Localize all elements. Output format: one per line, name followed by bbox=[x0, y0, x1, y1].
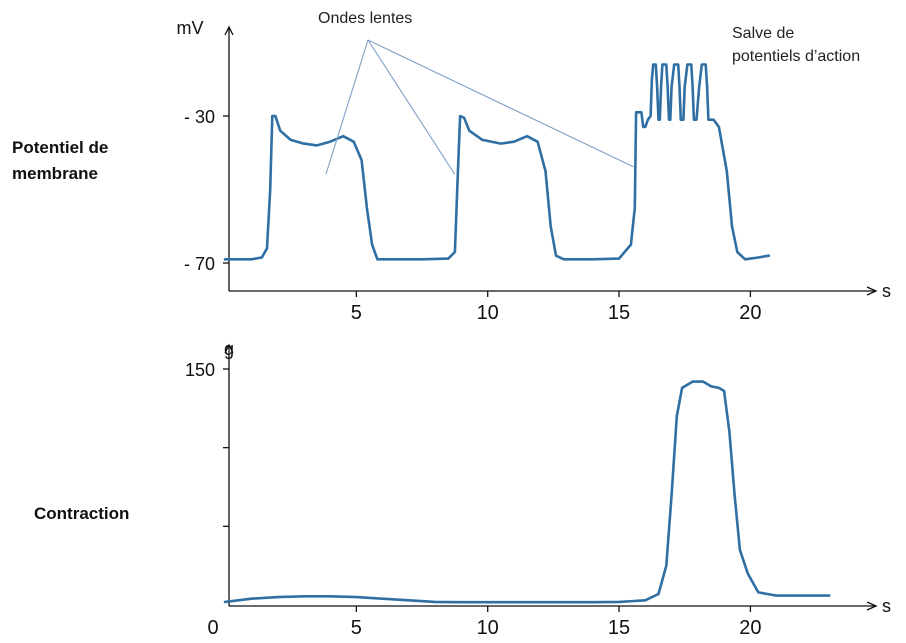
y-axis-label: g bbox=[224, 339, 234, 359]
y-axis-arrow bbox=[224, 343, 234, 354]
x-tick-label: 10 bbox=[477, 302, 499, 324]
burst-annotation-line-2: potentiels d’action bbox=[732, 48, 861, 65]
slow-wave-pointer bbox=[325, 39, 369, 175]
x-tick-label: 5 bbox=[351, 302, 362, 324]
slow-wave-pointer bbox=[367, 39, 634, 168]
x-axis-arrow bbox=[866, 286, 878, 296]
x-tick-label: 5 bbox=[351, 617, 362, 639]
series-line bbox=[223, 380, 831, 604]
x-tick-label: 15 bbox=[608, 302, 630, 324]
x-axis-label: s bbox=[882, 596, 891, 616]
y-tick-label: - 30 bbox=[184, 107, 215, 127]
y-axis-label: mV bbox=[177, 18, 204, 38]
burst-annotation-line-1: Salve de bbox=[732, 25, 795, 42]
y-tick-label: - 70 bbox=[184, 254, 215, 274]
series-line bbox=[223, 63, 771, 261]
x-tick-label: 20 bbox=[739, 302, 761, 324]
slow-waves-annotation: Ondes lentes bbox=[318, 10, 413, 27]
contraction-plot: g s 0 5 10 15 20 150 bbox=[185, 339, 891, 639]
contraction-label: Contraction bbox=[34, 504, 130, 523]
x-tick-label: 20 bbox=[739, 617, 761, 639]
x-tick-label: 10 bbox=[477, 617, 499, 639]
slow-wave-pointer bbox=[367, 39, 456, 175]
x-tick-label: 0 bbox=[207, 617, 218, 639]
x-axis-arrow bbox=[866, 601, 878, 611]
y-tick-label: 150 bbox=[185, 360, 215, 380]
membrane-label-line-1: Potentiel de bbox=[12, 138, 109, 157]
x-axis-label: s bbox=[882, 281, 891, 301]
membrane-potential-plot: mV s 5 10 15 20 - 30 - 70 bbox=[177, 18, 892, 324]
membrane-label-line-2: membrane bbox=[12, 164, 98, 183]
slow-wave-pointers bbox=[325, 39, 634, 175]
y-axis-arrow bbox=[224, 25, 234, 36]
x-tick-label: 15 bbox=[608, 617, 630, 639]
